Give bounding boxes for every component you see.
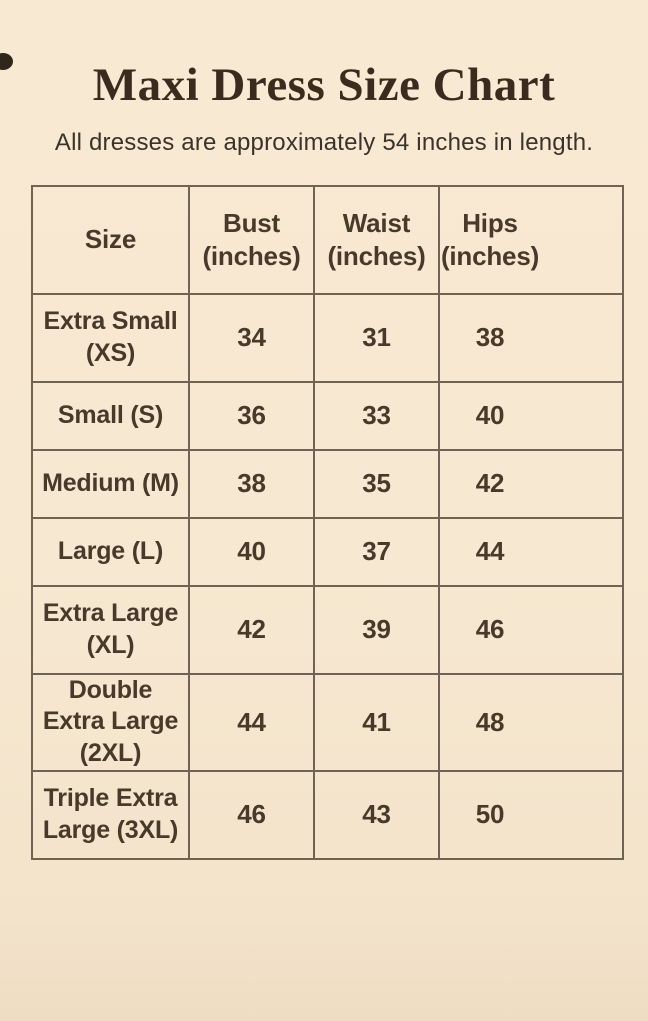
size-label: Medium (M) (31, 448, 190, 519)
bust-value: 34 (188, 292, 315, 383)
column-header-label: Waist (342, 207, 411, 238)
hips-value: 48 (438, 672, 624, 772)
header-row: Size Bust (inches) Waist (inches) Hips (… (31, 184, 624, 295)
column-header-size: Size (31, 184, 190, 295)
size-chart-table: Size Bust (inches) Waist (inches) Hips (… (31, 184, 624, 860)
bust-value: 42 (188, 584, 315, 675)
table-row-3xl: Triple Extra Large (3XL) 46 43 50 (31, 769, 624, 860)
hips-value: 42 (438, 448, 624, 519)
waist-value: 33 (313, 380, 440, 451)
table-row-m: Medium (M) 38 35 42 (31, 448, 624, 519)
bust-value: 44 (188, 672, 315, 772)
column-header-label: Bust (223, 207, 280, 238)
size-label: Extra Large (XL) (31, 584, 190, 675)
page-title: Maxi Dress Size Chart (92, 59, 556, 111)
column-header-label: Hips (462, 207, 518, 238)
hips-value: 46 (438, 584, 624, 675)
bust-value: 36 (188, 380, 315, 451)
column-header-waist: Waist (inches) (313, 184, 440, 295)
column-header-bust: Bust (inches) (188, 184, 315, 295)
size-label: Triple Extra Large (3XL) (31, 769, 190, 860)
page: { "page": { "title": "Maxi Dress Size Ch… (0, 53, 648, 1021)
waist-value: 31 (313, 292, 440, 383)
table-row-s: Small (S) 36 33 40 (31, 380, 624, 451)
hips-value: 38 (438, 292, 624, 383)
table-row-2xl: Double Extra Large (2XL) 44 41 48 (31, 672, 624, 772)
bust-value: 46 (188, 769, 315, 860)
waist-value: 41 (313, 672, 440, 772)
column-header-unit: (inches) (440, 240, 540, 271)
page-subtitle: All dresses are approximately 54 inches … (54, 128, 594, 156)
waist-value: 39 (313, 584, 440, 675)
waist-value: 35 (313, 448, 440, 519)
column-header-label: Size (84, 224, 137, 255)
table-row-xl: Extra Large (XL) 42 39 46 (31, 584, 624, 675)
size-label: Double Extra Large (2XL) (31, 672, 190, 772)
corner-artifact (0, 53, 13, 70)
bust-value: 40 (188, 516, 315, 587)
waist-value: 37 (313, 516, 440, 587)
waist-value: 43 (313, 769, 440, 860)
bust-value: 38 (188, 448, 315, 519)
hips-value: 44 (438, 516, 624, 587)
table-row-xs: Extra Small (XS) 34 31 38 (31, 292, 624, 383)
column-header-unit: (inches) (327, 240, 426, 271)
hips-value: 40 (438, 380, 624, 451)
hips-value: 50 (438, 769, 624, 860)
column-header-hips: Hips (inches) (438, 184, 624, 295)
table-row-l: Large (L) 40 37 44 (31, 516, 624, 587)
size-label: Extra Small (XS) (31, 292, 190, 383)
size-label: Small (S) (31, 380, 190, 451)
column-header-unit: (inches) (202, 240, 301, 271)
size-label: Large (L) (31, 516, 190, 587)
